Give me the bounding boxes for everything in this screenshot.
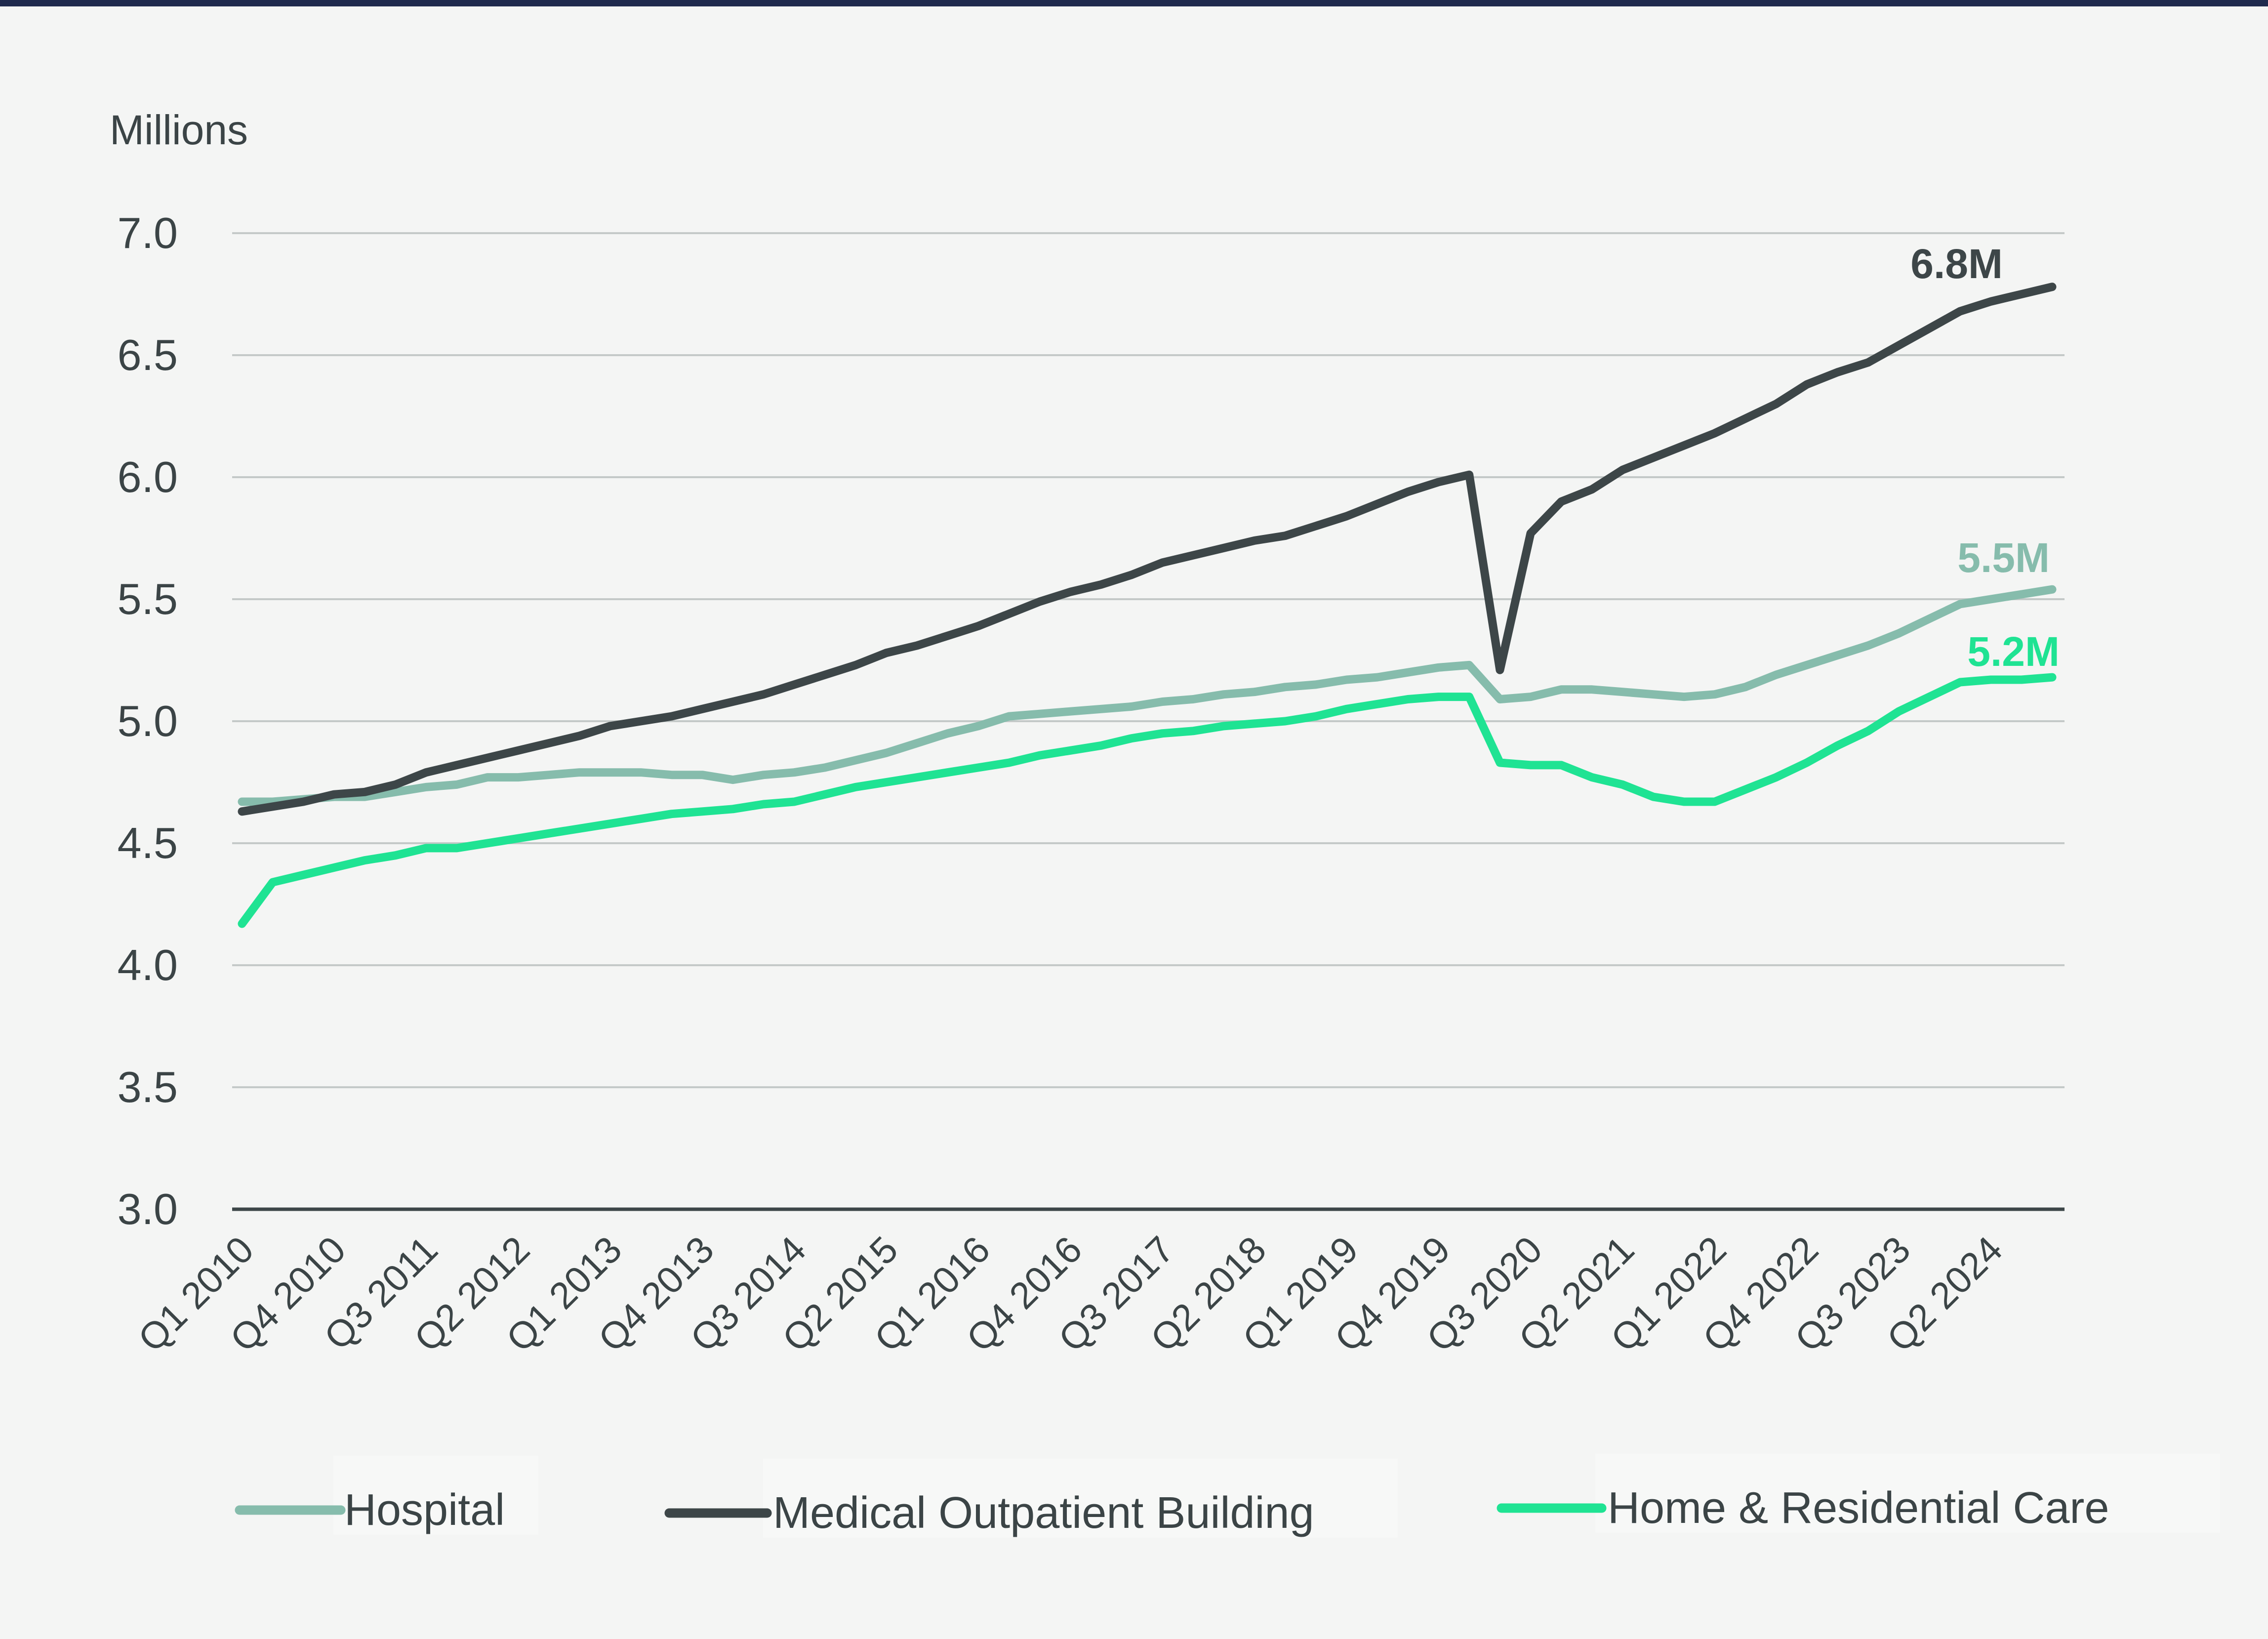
legend-label-bg <box>1595 1454 2220 1533</box>
y-tick-label: 6.5 <box>118 330 178 379</box>
y-tick-label: 5.0 <box>118 697 178 745</box>
end-value-label: 5.5M <box>1957 534 2050 581</box>
y-tick-label: 3.0 <box>118 1185 178 1233</box>
gridlines <box>232 232 2065 1211</box>
end-labels: 5.5M 6.8M 5.2M <box>1910 241 2060 675</box>
series-line-hospital <box>238 585 2057 806</box>
legend: Hospital Medical Outpatient Building Home … <box>235 1454 2220 1538</box>
y-tick-label: 7.0 <box>118 208 178 257</box>
legend-label: Hospital <box>344 1485 505 1535</box>
y-tick-label: 4.5 <box>118 819 178 867</box>
top-rule <box>0 0 2268 6</box>
y-axis-unit-label: Millions <box>110 107 248 153</box>
y-tick-label: 6.0 <box>118 452 178 501</box>
y-tick-label: 4.0 <box>118 941 178 989</box>
legend-label-bg <box>333 1456 538 1535</box>
legend-label-bg <box>763 1459 1398 1538</box>
end-value-label: 5.2M <box>1967 628 2060 675</box>
series-lines <box>238 283 2057 928</box>
series-line-home-residential-care <box>238 673 2057 928</box>
y-tick-label: 3.5 <box>118 1063 178 1111</box>
series-line-medical-outpatient-building <box>238 283 2057 816</box>
legend-label: Medical Outpatient Building <box>773 1488 1314 1538</box>
legend-label: Home & Residential Care <box>1608 1483 2109 1533</box>
y-tick-label: 5.5 <box>118 574 178 623</box>
y-axis-ticks: 3.0 3.5 4.0 4.5 5.0 5.5 6.0 6.5 7.0 <box>118 208 178 1233</box>
end-value-label: 6.8M <box>1910 241 2003 287</box>
